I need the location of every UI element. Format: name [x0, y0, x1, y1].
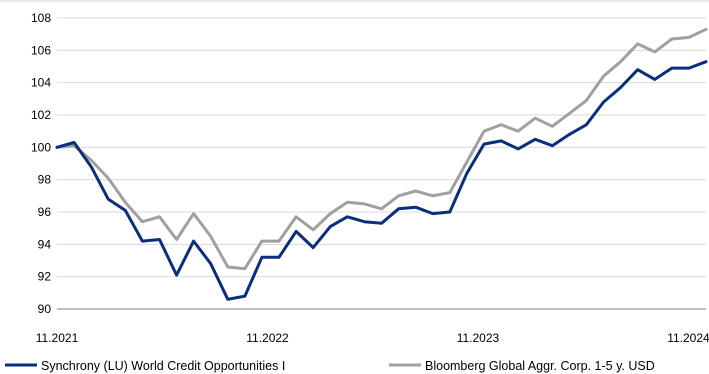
y-tick-label: 90 [38, 302, 52, 316]
x-axis-ticks: 11.2021 11.2022 11.2023 11.2024 [36, 331, 709, 345]
legend-label-bloomberg: Bloomberg Global Aggr. Corp. 1-5 y. USD [425, 359, 655, 373]
series-lines [55, 27, 708, 301]
x-tick-label: 11.2024 [667, 331, 709, 345]
y-tick-label: 98 [38, 173, 52, 187]
y-tick-label: 102 [31, 108, 51, 122]
y-tick-label: 104 [31, 76, 51, 90]
legend-label-synchrony: Synchrony (LU) World Credit Opportunitie… [41, 359, 285, 373]
y-tick-label: 92 [38, 270, 52, 284]
y-axis-ticks: 90 92 94 96 98 100 102 104 106 108 [31, 11, 51, 316]
y-tick-label: 106 [31, 43, 51, 57]
legend: Synchrony (LU) World Credit Opportunitie… [5, 359, 655, 373]
y-tick-label: 96 [38, 205, 52, 219]
series-line-bloomberg [55, 27, 708, 271]
gridlines [0, 0, 709, 310]
series-line-synchrony [55, 60, 708, 301]
x-tick-label: 11.2023 [457, 331, 500, 345]
y-tick-label: 100 [31, 140, 51, 154]
y-tick-label: 94 [38, 237, 52, 251]
y-tick-label: 108 [31, 11, 51, 25]
x-tick-label: 11.2021 [36, 331, 79, 345]
x-tick-label: 11.2022 [246, 331, 289, 345]
